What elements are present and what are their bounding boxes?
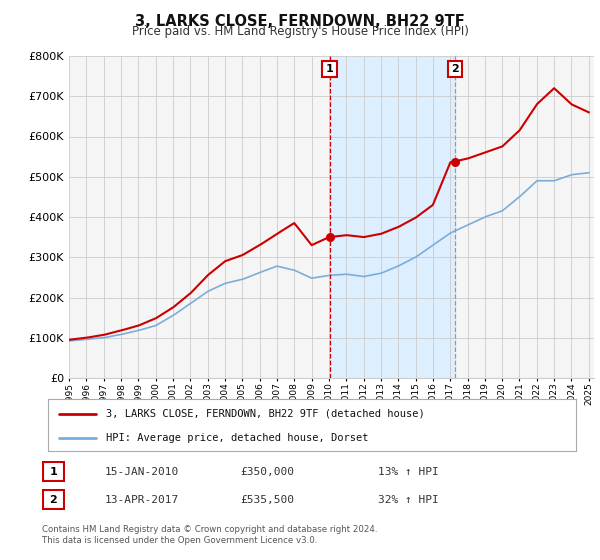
FancyBboxPatch shape (43, 491, 64, 508)
Text: 13-APR-2017: 13-APR-2017 (105, 494, 179, 505)
FancyBboxPatch shape (43, 463, 64, 480)
Text: Price paid vs. HM Land Registry's House Price Index (HPI): Price paid vs. HM Land Registry's House … (131, 25, 469, 38)
Text: 3, LARKS CLOSE, FERNDOWN, BH22 9TF: 3, LARKS CLOSE, FERNDOWN, BH22 9TF (135, 14, 465, 29)
Text: HPI: Average price, detached house, Dorset: HPI: Average price, detached house, Dors… (106, 433, 368, 443)
Text: 15-JAN-2010: 15-JAN-2010 (105, 466, 179, 477)
Text: 2: 2 (451, 64, 459, 74)
Bar (329, 56, 455, 378)
Text: 1: 1 (326, 64, 334, 74)
Text: 32% ↑ HPI: 32% ↑ HPI (378, 494, 439, 505)
Text: £535,500: £535,500 (240, 494, 294, 505)
Text: Contains HM Land Registry data © Crown copyright and database right 2024.
This d: Contains HM Land Registry data © Crown c… (42, 525, 377, 545)
Text: 13% ↑ HPI: 13% ↑ HPI (378, 466, 439, 477)
Text: 2: 2 (50, 494, 57, 505)
Text: £350,000: £350,000 (240, 466, 294, 477)
Text: 3, LARKS CLOSE, FERNDOWN, BH22 9TF (detached house): 3, LARKS CLOSE, FERNDOWN, BH22 9TF (deta… (106, 409, 425, 419)
Text: 1: 1 (50, 466, 57, 477)
